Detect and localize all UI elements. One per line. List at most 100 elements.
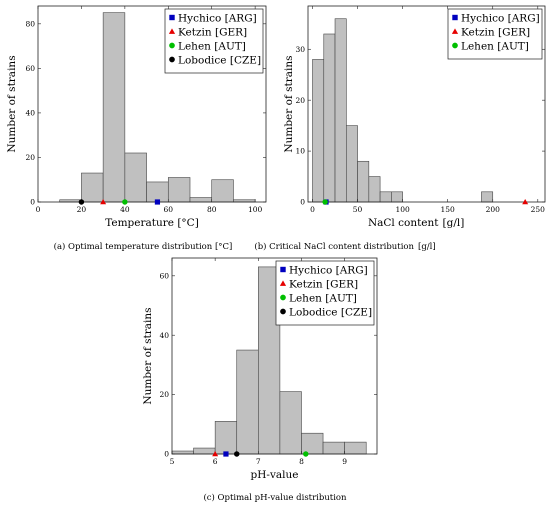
legend-label-c-lobodice-cze: Lobodice [CZE] — [289, 307, 372, 319]
ytick-label-b-3: 30 — [295, 45, 305, 54]
ytick-label-c-1: 20 — [159, 390, 169, 399]
legend-marker-a-lehen-aut — [169, 42, 175, 49]
legend-box-b — [447, 8, 543, 60]
ytick-label-b-1: 10 — [295, 147, 305, 156]
plot-frame-c — [171, 257, 378, 455]
bar-a-4 — [146, 181, 169, 203]
ytick-label-a-1: 20 — [25, 153, 35, 162]
legend-marker-c-ketzin-ger — [279, 280, 287, 286]
chart-a: 0 20 40 60 80 100 0 20 40 60 80 Temperature [°C] Num… — [6, 5, 267, 229]
bar-a-2 — [102, 12, 126, 203]
legend-b: Hychico [ARG] Ketzin [GER] Lehen [AUT] — [447, 8, 543, 60]
xtick-label-b-5: 250 — [531, 205, 546, 214]
xtick-label-a-2: 40 — [120, 205, 130, 214]
legend-marker-a-hychico-arg — [169, 14, 175, 21]
marker-b-lehen-aut — [322, 199, 328, 205]
legend-marker-b-hychico-arg — [452, 14, 458, 21]
xtick-label-a-0: 0 — [36, 205, 41, 214]
marker-a-lehen-aut — [122, 199, 128, 205]
bar-b-0 — [312, 59, 325, 203]
ytick-label-b-0: 0 — [300, 198, 305, 207]
legend-marker-c-lobodice-cze — [280, 308, 286, 315]
legend-label-c-ketzin-ger: Ketzin [GER] — [289, 279, 358, 291]
xtick-label-b-4: 200 — [486, 205, 501, 214]
bar-a-3 — [124, 152, 147, 203]
marker-a-ketzin-ger — [100, 199, 107, 205]
xlabel-b: NaCl content [g/l] — [368, 217, 464, 229]
xtick-label-c-0: 5 — [170, 457, 175, 466]
xlabel-a: Temperature [°C] — [105, 217, 199, 229]
caption-b-text: (b) Critical NaCl content distribution — [254, 241, 414, 252]
bar-b-4 — [357, 160, 370, 203]
bar-a-1 — [81, 172, 104, 203]
bar-a-6 — [189, 197, 213, 203]
ytick-label-c-0: 0 — [164, 450, 169, 459]
xtick-label-b-1: 50 — [353, 205, 363, 214]
xlabel-text-a: Temperature [°C] — [105, 217, 199, 229]
xlabel-c: pH-value — [251, 469, 299, 481]
legend-label-a-ketzin-ger: Ketzin [GER] — [178, 27, 247, 39]
bar-c-6 — [301, 432, 324, 455]
caption-b: (b) Critical NaCl content distribution [… — [254, 241, 435, 252]
legend-marker-b-ketzin-ger — [451, 28, 459, 34]
xtick-label-a-3: 60 — [164, 205, 174, 214]
ytick-label-c-2: 40 — [159, 331, 169, 340]
xtick-label-c-3: 8 — [299, 457, 304, 466]
xtick-label-a-4: 80 — [207, 205, 217, 214]
bar-b-8 — [481, 191, 494, 203]
legend-label-a-hychico-arg: Hychico [ARG] — [178, 13, 257, 25]
xlabel-text-c: pH-value — [251, 469, 299, 481]
chart-c: 5 6 7 8 9 0 20 40 60 pH-value Number of strains Hyc… — [142, 257, 378, 481]
marker-a-hychico-arg — [154, 199, 161, 205]
bar-b-3 — [345, 125, 358, 203]
ylabel-c: Number of strains — [142, 307, 154, 404]
legend-box-c — [275, 260, 375, 326]
legend-marker-b-lehen-aut — [452, 42, 458, 49]
bar-c-5 — [279, 391, 302, 455]
ytick-label-c-3: 60 — [159, 271, 169, 280]
marker-c-ketzin-ger — [212, 451, 219, 457]
legend-a: Hychico [ARG] Ketzin [GER] Lehen [AUT] Lobo… — [164, 8, 264, 74]
xtick-label-b-2: 100 — [395, 205, 410, 214]
legend-marker-a-lobodice-cze — [169, 56, 175, 63]
bar-a-7 — [211, 179, 234, 203]
bar-b-5 — [368, 176, 381, 203]
xtick-label-b-3: 150 — [441, 205, 456, 214]
xtick-label-a-1: 20 — [77, 205, 87, 214]
legend-label-b-lehen-aut: Lehen [AUT] — [461, 41, 529, 53]
ylabel-a: Number of strains — [6, 55, 18, 152]
legend-label-b-hychico-arg: Hychico [ARG] — [461, 13, 540, 25]
xtick-label-c-2: 7 — [256, 457, 261, 466]
bar-c-2 — [214, 421, 238, 455]
xlabel-text-b: NaCl content — [368, 217, 439, 229]
caption-b-unit: [g/l] — [418, 242, 436, 252]
bar-b-1 — [323, 33, 336, 203]
bar-c-7 — [322, 441, 345, 455]
marker-a-lobodice-cze — [78, 199, 85, 205]
legend-label-a-lehen-aut: Lehen [AUT] — [178, 41, 246, 53]
bar-b-2 — [334, 18, 347, 203]
bar-c-1 — [193, 447, 216, 455]
caption-a: (a) Optimal temperature distribution [°C… — [54, 241, 233, 252]
bar-c-0 — [171, 450, 194, 455]
ytick-label-a-2: 40 — [25, 109, 35, 118]
ylabel-b: Number of strains — [283, 55, 295, 152]
marker-c-hychico-arg — [223, 451, 229, 457]
caption-c: (c) Optimal pH-value distribution — [203, 492, 347, 503]
bar-b-6 — [379, 191, 392, 203]
legend-marker-c-hychico-arg — [280, 266, 286, 273]
legend-c: Hychico [ARG] Ketzin [GER] Lehen [AUT] Lobo… — [275, 260, 375, 326]
ytick-label-a-0: 0 — [30, 198, 35, 207]
legend-box-a — [164, 8, 264, 74]
xtick-label-a-5: 100 — [248, 205, 263, 214]
ytick-label-b-2: 20 — [295, 96, 305, 105]
legend-marker-c-lehen-aut — [280, 294, 286, 301]
legend-label-c-hychico-arg: Hychico [ARG] — [289, 265, 368, 277]
legend-marker-a-ketzin-ger — [168, 28, 176, 34]
marker-b-ketzin-ger — [522, 199, 529, 205]
xlabel-unit-b: [g/l] — [443, 217, 465, 229]
legend-label-c-lehen-aut: Lehen [AUT] — [289, 293, 357, 305]
